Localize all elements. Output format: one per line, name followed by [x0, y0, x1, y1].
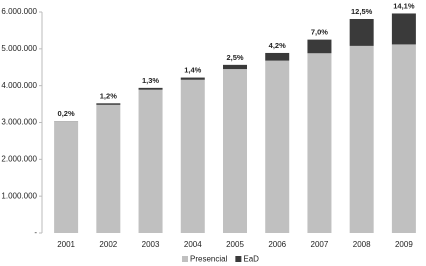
- x-tick-label: 2006: [268, 240, 286, 249]
- bar-segment: [138, 89, 163, 234]
- bar-segment: [223, 64, 247, 70]
- bar-segment: [223, 69, 247, 233]
- annotation: 12,5%: [351, 7, 373, 16]
- legend-label: EaD: [243, 255, 259, 264]
- bar-segment: [265, 60, 290, 234]
- bar-segment: [265, 52, 290, 61]
- annotation: 14,1%: [393, 1, 415, 10]
- bar-segment: [54, 121, 79, 233]
- x-tick-label: 2009: [395, 240, 413, 249]
- legend-swatch: [182, 256, 188, 262]
- bar-segment: [307, 53, 332, 234]
- bar-segment: [391, 13, 416, 45]
- bar-segment: [349, 45, 374, 234]
- x-tick-label: 2008: [353, 240, 371, 249]
- bar-segment: [349, 18, 374, 46]
- annotation: 1,4%: [184, 66, 201, 75]
- annotation: 4,2%: [269, 41, 286, 50]
- x-tick-label: 2003: [142, 240, 160, 249]
- y-tick-label: 5.000.000: [1, 44, 37, 53]
- bar-segment: [96, 104, 121, 233]
- bar-segment: [96, 103, 121, 105]
- bar-segment: [138, 87, 163, 90]
- y-tick-label: 2.000.000: [1, 154, 37, 163]
- bar-segment: [391, 44, 416, 234]
- annotation: 2,5%: [226, 53, 243, 62]
- annotation: 1,3%: [142, 76, 159, 85]
- bar-segment: [180, 77, 205, 80]
- annotation: 1,2%: [100, 91, 117, 100]
- legend-swatch: [235, 256, 242, 262]
- annotation: 0,2%: [58, 109, 75, 118]
- y-tick-label: -: [34, 228, 37, 237]
- bar-segment: [307, 39, 332, 54]
- x-tick-label: 2005: [226, 240, 244, 249]
- y-tick-label: 1.000.000: [1, 191, 37, 200]
- x-tick-label: 2007: [311, 240, 329, 249]
- y-tick-label: 6.000.000: [1, 7, 37, 16]
- x-tick-label: 2004: [184, 240, 202, 249]
- y-tick-label: 4.000.000: [1, 81, 37, 90]
- x-tick-label: 2002: [99, 240, 117, 249]
- annotation: 7,0%: [311, 28, 328, 37]
- bar-segment: [180, 79, 205, 233]
- x-tick-label: 2001: [57, 240, 75, 249]
- legend-label: Presencial: [190, 255, 228, 264]
- y-tick-label: 3.000.000: [1, 118, 37, 127]
